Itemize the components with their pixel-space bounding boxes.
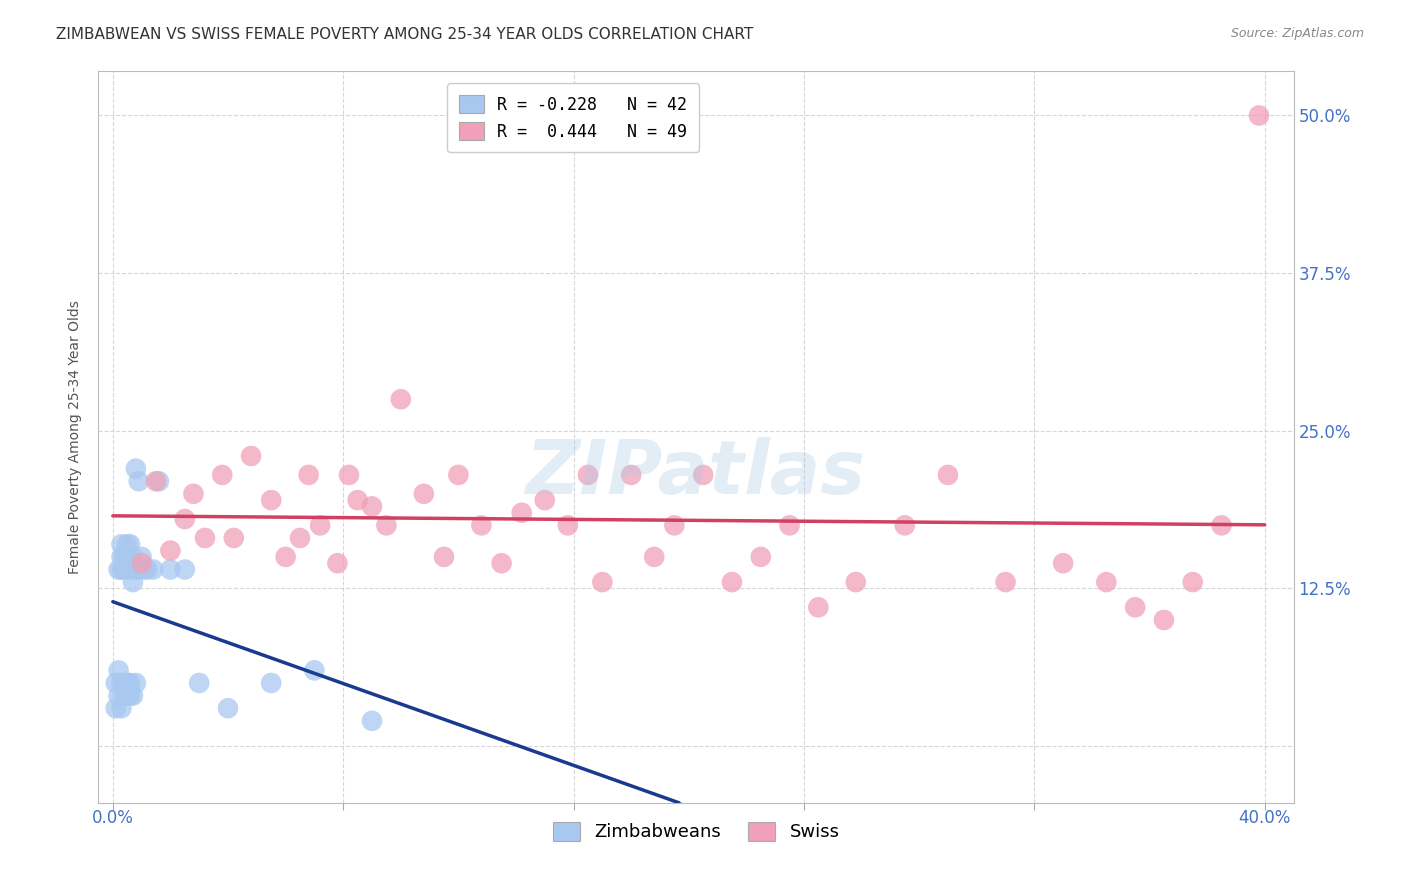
Point: [110, 676, 132, 690]
Point: [361, 714, 384, 728]
Point: [115, 676, 138, 690]
Point: [110, 549, 132, 564]
Point: [122, 575, 145, 590]
Point: [326, 556, 349, 570]
Point: [721, 575, 744, 590]
Point: [510, 506, 533, 520]
Point: [576, 467, 599, 482]
Point: [260, 676, 283, 690]
Point: [136, 562, 159, 576]
Point: [664, 518, 686, 533]
Point: [120, 676, 142, 690]
Point: [1052, 556, 1074, 570]
Point: [128, 562, 150, 576]
Point: [288, 531, 311, 545]
Point: [304, 664, 326, 678]
Text: Source: ZipAtlas.com: Source: ZipAtlas.com: [1230, 27, 1364, 40]
Point: [128, 474, 150, 488]
Point: [110, 562, 132, 576]
Point: [159, 562, 181, 576]
Point: [1095, 575, 1118, 590]
Point: [112, 562, 135, 576]
Point: [110, 537, 132, 551]
Point: [115, 537, 138, 551]
Point: [807, 600, 830, 615]
Point: [1181, 575, 1204, 590]
Point: [346, 493, 368, 508]
Point: [131, 556, 153, 570]
Point: [533, 493, 555, 508]
Point: [110, 701, 132, 715]
Point: [188, 676, 211, 690]
Point: [107, 562, 129, 576]
Point: [337, 467, 360, 482]
Point: [447, 467, 470, 482]
Point: [120, 562, 142, 576]
Point: [122, 549, 145, 564]
Point: [112, 689, 135, 703]
Point: [309, 518, 332, 533]
Point: [389, 392, 412, 407]
Point: [122, 689, 145, 703]
Point: [134, 562, 156, 576]
Point: [125, 562, 148, 576]
Point: [217, 701, 239, 715]
Point: [173, 562, 195, 576]
Point: [145, 474, 167, 488]
Point: [433, 549, 456, 564]
Point: [779, 518, 801, 533]
Point: [112, 549, 135, 564]
Point: [104, 701, 127, 715]
Point: [211, 467, 233, 482]
Legend: Zimbabweans, Swiss: Zimbabweans, Swiss: [546, 814, 846, 848]
Point: [142, 562, 165, 576]
Point: [240, 449, 263, 463]
Point: [643, 549, 665, 564]
Point: [222, 531, 245, 545]
Point: [557, 518, 579, 533]
Point: [1247, 108, 1270, 122]
Point: [112, 676, 135, 690]
Point: [120, 537, 142, 551]
Point: [620, 467, 643, 482]
Point: [298, 467, 321, 482]
Point: [159, 543, 181, 558]
Point: [120, 689, 142, 703]
Point: [125, 676, 148, 690]
Text: ZIMBABWEAN VS SWISS FEMALE POVERTY AMONG 25-34 YEAR OLDS CORRELATION CHART: ZIMBABWEAN VS SWISS FEMALE POVERTY AMONG…: [56, 27, 754, 42]
Y-axis label: Female Poverty Among 25-34 Year Olds: Female Poverty Among 25-34 Year Olds: [69, 300, 83, 574]
Point: [491, 556, 513, 570]
Point: [104, 676, 127, 690]
Point: [845, 575, 868, 590]
Point: [173, 512, 195, 526]
Point: [749, 549, 772, 564]
Point: [115, 549, 138, 564]
Point: [591, 575, 613, 590]
Point: [470, 518, 492, 533]
Point: [183, 487, 205, 501]
Point: [107, 689, 129, 703]
Text: 40.0%: 40.0%: [1239, 809, 1291, 827]
Point: [936, 467, 959, 482]
Point: [994, 575, 1017, 590]
Point: [260, 493, 283, 508]
Text: ZIPatlas: ZIPatlas: [526, 437, 866, 510]
Point: [115, 689, 138, 703]
Point: [1153, 613, 1175, 627]
Point: [148, 474, 170, 488]
Point: [194, 531, 217, 545]
Point: [125, 461, 148, 475]
Point: [131, 549, 153, 564]
Point: [361, 500, 384, 514]
Point: [1211, 518, 1233, 533]
Point: [1123, 600, 1146, 615]
Text: 0.0%: 0.0%: [91, 809, 134, 827]
Point: [692, 467, 714, 482]
Point: [412, 487, 434, 501]
Point: [375, 518, 398, 533]
Point: [107, 664, 129, 678]
Point: [274, 549, 297, 564]
Point: [893, 518, 915, 533]
